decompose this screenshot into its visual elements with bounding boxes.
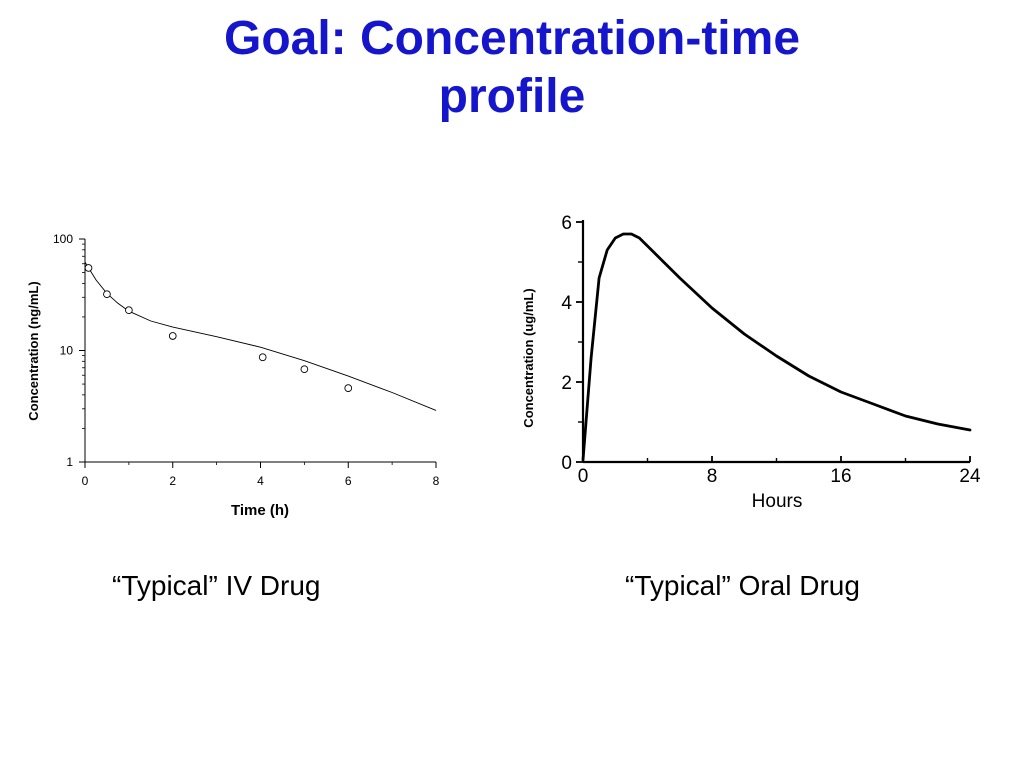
- slide-title: Goal: Concentration-time profile: [0, 10, 1024, 126]
- iv-x-axis-label: Time (h): [231, 502, 289, 519]
- iv-x-tick-label: 8: [433, 474, 440, 488]
- iv-plot-area: 1 10 100 0 2 4 6 8: [53, 232, 440, 488]
- oral-y-tick-label: 2: [561, 373, 572, 394]
- oral-y-axis-label: Concentration (ug/mL): [521, 288, 536, 427]
- iv-data-point: [258, 353, 267, 362]
- slide-title-line-2: profile: [438, 70, 586, 123]
- iv-data-point: [168, 332, 177, 340]
- iv-data-point: [344, 384, 353, 392]
- oral-y-tick-label: 4: [561, 293, 572, 314]
- iv-y-axis-label: Concentration (ng/mL): [26, 281, 41, 420]
- oral-y-tick-label: 6: [561, 213, 572, 234]
- iv-y-tick-label: 1: [66, 455, 73, 469]
- oral-drug-caption: “Typical” Oral Drug: [625, 570, 860, 601]
- iv-data-point: [125, 306, 133, 315]
- iv-data-point: [103, 290, 111, 299]
- iv-drug-caption: “Typical” IV Drug: [112, 570, 321, 601]
- oral-x-tick-label: 24: [959, 466, 981, 487]
- oral-x-tick-label: 8: [707, 466, 718, 487]
- iv-x-tick-label: 0: [82, 474, 89, 488]
- oral-x-tick-label: 16: [830, 466, 851, 487]
- iv-drug-chart: 1 10 100 0 2 4 6 8 Time (h) Concentration (ng/m…: [26, 232, 440, 519]
- iv-y-tick-label: 100: [53, 232, 73, 246]
- slide-title-line-1: Goal: Concentration-time: [223, 12, 801, 65]
- iv-x-tick-label: 4: [257, 474, 264, 488]
- oral-concentration-line: [581, 232, 972, 462]
- iv-y-tick-label: 10: [60, 344, 74, 358]
- oral-y-tick-label: 0: [561, 453, 572, 474]
- iv-x-tick-label: 6: [345, 474, 352, 488]
- iv-data-point: [84, 264, 93, 272]
- iv-data-point: [300, 365, 309, 374]
- oral-x-axis-label: Hours: [752, 491, 803, 512]
- oral-x-tick-label: 0: [578, 466, 589, 487]
- iv-x-tick-label: 2: [169, 474, 176, 488]
